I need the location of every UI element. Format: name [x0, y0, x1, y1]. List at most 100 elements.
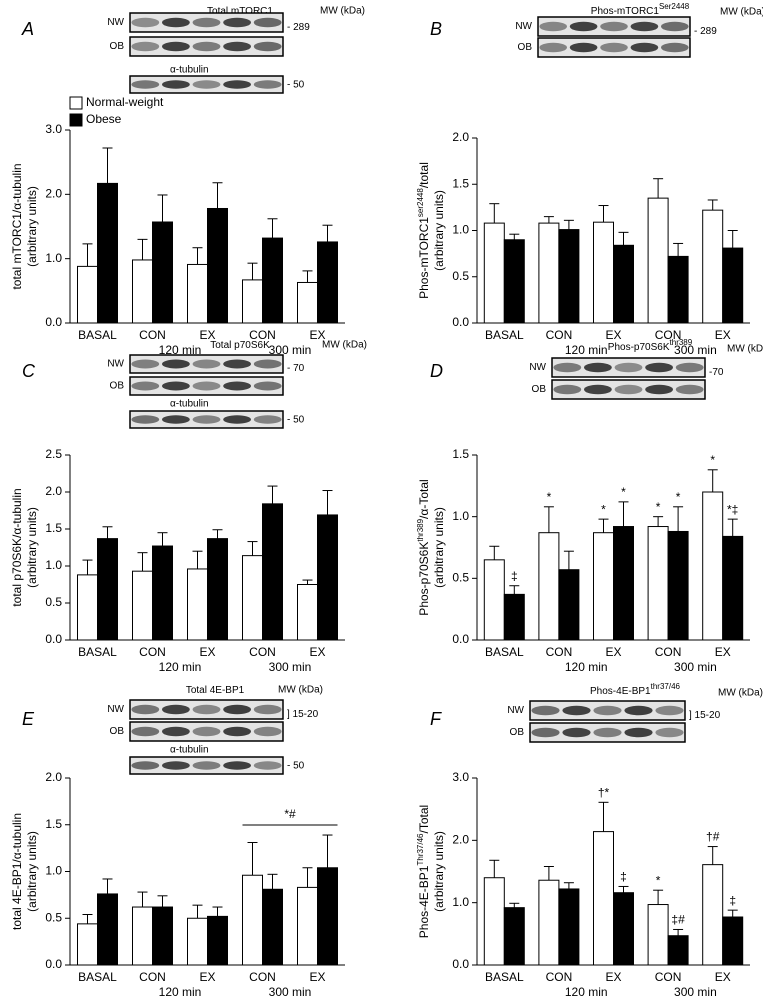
- blot-band: [253, 761, 282, 770]
- bar: [77, 923, 98, 966]
- blot-band: [131, 381, 160, 391]
- blot-band: [253, 359, 282, 369]
- bar: [77, 574, 98, 641]
- y-tick-label: 1.0: [45, 558, 62, 572]
- significance-mark: ‡#: [671, 913, 685, 927]
- text-part: Total mTORC1: [207, 6, 273, 17]
- mw-marker: - 50: [287, 80, 305, 91]
- mw-marker: ] 15-20: [287, 709, 319, 720]
- text-part: /α-Total: [417, 479, 431, 519]
- bar: [503, 907, 525, 966]
- loading-blot: [129, 410, 284, 429]
- blot-band: [675, 362, 704, 373]
- bar: [647, 526, 669, 641]
- x-tick-label: EX: [199, 645, 215, 659]
- mw-header: MW (kDa): [720, 7, 763, 18]
- y-tick-label: 1.5: [45, 817, 62, 831]
- y-axis-label: (arbitrary units): [432, 190, 446, 271]
- blot-band: [593, 727, 622, 738]
- blot-band: [614, 362, 643, 373]
- blot-band: [192, 415, 221, 424]
- bar: [503, 593, 525, 641]
- text-part: Phos-p70S6K: [417, 542, 431, 616]
- significance-mark: *: [710, 453, 715, 467]
- bar: [187, 917, 208, 966]
- panel-letter: C: [22, 361, 36, 381]
- bar: [317, 241, 338, 324]
- mw-marker: - 289: [694, 26, 717, 37]
- y-axis-label: total p70S6K/α-tubulin: [10, 488, 24, 606]
- x-tick-label: CON: [546, 970, 573, 984]
- text-part: Total 4E-BP1: [186, 685, 245, 696]
- y-tick-label: 0.5: [45, 595, 62, 609]
- legend-label: Obese: [86, 112, 122, 126]
- group-label: 300 min: [269, 343, 312, 357]
- blot-band: [600, 42, 628, 53]
- text-part: (arbitrary units): [25, 186, 39, 267]
- y-axis-label: Phos-p70S6Kthr389/α-Total: [416, 479, 432, 615]
- blot-row-label: OB: [110, 726, 125, 737]
- blot-band: [161, 359, 190, 369]
- blot-band: [253, 17, 282, 28]
- blot-band: [600, 21, 628, 32]
- blot-row-label: OB: [110, 381, 125, 392]
- blot-band: [583, 362, 612, 373]
- blot-band: [223, 17, 252, 28]
- x-tick-label: EX: [309, 645, 325, 659]
- bar: [97, 182, 118, 324]
- group-label: 120 min: [159, 660, 202, 674]
- bar: [722, 916, 744, 966]
- x-tick-label: CON: [139, 328, 166, 342]
- bar: [262, 503, 283, 641]
- blot-row-label: OB: [510, 727, 525, 738]
- blot-row-label: OB: [532, 384, 547, 395]
- x-tick-label: BASAL: [78, 328, 117, 342]
- blot-band: [223, 41, 252, 52]
- significance-mark: ‡: [511, 569, 518, 583]
- blot-title: Phos-p70S6Kthr389: [608, 338, 693, 353]
- y-tick-label: 2.0: [45, 187, 62, 201]
- bar: [613, 244, 634, 324]
- y-tick-label: 0.0: [452, 315, 469, 329]
- x-tick-label: CON: [139, 645, 166, 659]
- blot-title: Phos-mTORC1Ser2448: [591, 2, 690, 17]
- x-tick-label: BASAL: [78, 645, 117, 659]
- text-part: Phos-p70S6K: [608, 342, 670, 353]
- bar: [722, 535, 744, 641]
- bar: [613, 892, 634, 966]
- mw-marker: - 70: [287, 363, 305, 374]
- blot-band: [569, 21, 598, 32]
- blot-band: [593, 705, 622, 716]
- x-tick-label: CON: [546, 328, 573, 342]
- y-tick-label: 0.0: [45, 632, 62, 646]
- mw-marker: -70: [709, 367, 724, 378]
- legend-swatch: [69, 96, 83, 110]
- blot-row-label: OB: [518, 42, 533, 53]
- bar: [538, 532, 560, 641]
- x-tick-label: CON: [139, 970, 166, 984]
- text-part: Phos-4E-BP1: [417, 865, 431, 938]
- bar: [262, 237, 283, 324]
- mw-header: MW (kDa): [727, 344, 763, 355]
- y-tick-label: 0.0: [452, 632, 469, 646]
- superscript: thr389: [670, 338, 693, 347]
- x-tick-label: EX: [715, 328, 731, 342]
- mw-marker: - 50: [287, 415, 305, 426]
- x-tick-label: EX: [715, 970, 731, 984]
- bar: [593, 221, 614, 324]
- x-tick-label: CON: [546, 645, 573, 659]
- y-tick-label: 0.5: [45, 910, 62, 924]
- panel-letter: B: [430, 19, 442, 39]
- bar: [317, 514, 338, 641]
- text-part: Phos-mTORC1: [417, 217, 431, 299]
- blot-band: [161, 17, 190, 28]
- loading-label: α-tubulin: [170, 745, 209, 756]
- bar: [483, 559, 505, 641]
- blot-band: [630, 42, 659, 53]
- bar: [647, 197, 669, 324]
- significance-mark: ‡: [620, 870, 627, 884]
- y-tick-label: 2.0: [45, 770, 62, 784]
- blot-band: [161, 704, 190, 715]
- y-tick-label: 0.5: [452, 269, 469, 283]
- blot-title: Phos-4E-BP1thr37/46: [590, 682, 681, 697]
